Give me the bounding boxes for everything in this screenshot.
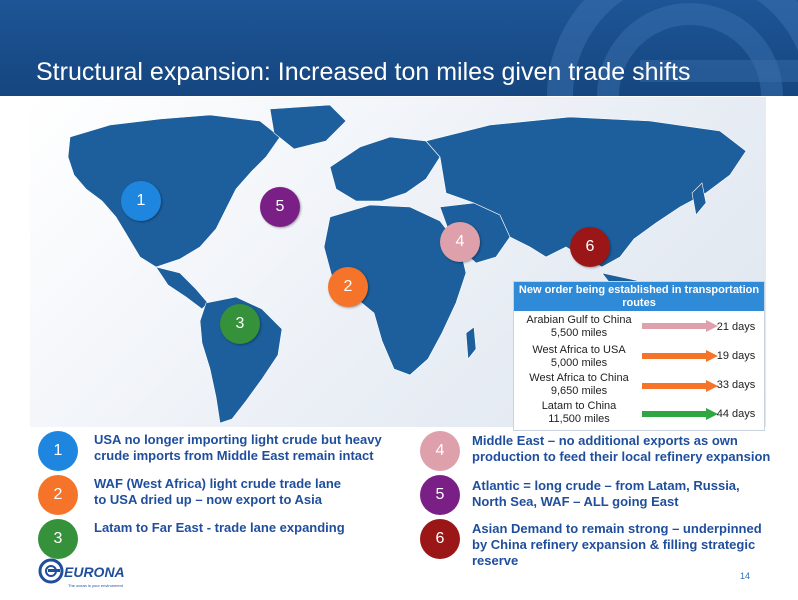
route-row-1-miles: 5,500 miles	[550, 327, 608, 339]
route-row-3-arrow-icon	[642, 380, 718, 392]
note-5-line-2: North Sea, WAF – ALL going East	[472, 494, 679, 509]
note-4-line-1: Middle East – no additional exports as o…	[472, 433, 738, 448]
note-4-number: 4	[435, 442, 445, 459]
route-row-4-days: 44 days	[716, 408, 756, 420]
note-2-text: WAF (West Africa) light crude trade lane…	[94, 476, 341, 508]
note-6-line-2: by China refinery expansion & filling st…	[472, 537, 756, 552]
europe-shape	[329, 136, 441, 202]
route-row-4-miles: 11,500 miles	[548, 413, 610, 425]
note-6-line-3: reserve	[472, 553, 519, 568]
madagascar-shape	[465, 326, 477, 360]
route-row-4-arrow-icon	[642, 408, 718, 420]
svg-text:EURONAV: EURONAV	[64, 564, 124, 580]
note-2-line-2: to USA dried up – now export to Asia	[94, 492, 322, 507]
route-row-4-name: Latam to China	[541, 400, 617, 412]
route-row-2-arrow-icon	[642, 350, 718, 362]
map-marker-2-label: 2	[343, 278, 353, 295]
note-3-badge: 3	[38, 519, 78, 559]
note-3-number: 3	[53, 530, 63, 547]
route-row-3-miles: 9,650 miles	[550, 385, 608, 397]
note-3-text: Latam to Far East - trade lane expanding	[94, 520, 345, 536]
routes-table: New order being established in transport…	[513, 281, 765, 431]
route-row-1-days: 21 days	[716, 321, 756, 333]
note-4-line-2: production to feed their local refinery …	[472, 449, 771, 464]
route-row-2-name: West Africa to USA	[532, 344, 626, 356]
world-map: 1 5 4 6 2 3	[30, 97, 766, 427]
note-2-line-1: WAF (West Africa) light crude trade lane	[94, 476, 342, 491]
map-marker-4-label: 4	[455, 233, 465, 250]
map-marker-2: 2	[328, 267, 368, 307]
note-1-badge: 1	[38, 431, 78, 471]
note-5-number: 5	[435, 486, 445, 503]
route-row-1-arrow-icon	[642, 320, 718, 332]
route-row-2-miles: 5,000 miles	[550, 357, 608, 369]
routes-table-header: New order being established in transport…	[514, 282, 764, 311]
map-marker-6: 6	[570, 227, 610, 267]
map-marker-1-label: 1	[136, 192, 146, 209]
map-marker-5-label: 5	[275, 198, 285, 215]
route-row-2-days: 19 days	[716, 350, 756, 362]
route-row-3-label: West Africa to China 9,650 miles	[518, 372, 640, 398]
map-marker-4: 4	[440, 222, 480, 262]
note-1-text: USA no longer importing light crude but …	[94, 432, 382, 464]
note-6-text: Asian Demand to remain strong – underpin…	[472, 521, 762, 569]
map-marker-3-label: 3	[235, 315, 245, 332]
note-4-badge: 4	[420, 431, 460, 471]
note-5-line-1: Atlantic = long crude – from Latam, Russ…	[472, 478, 740, 493]
greenland-shape	[269, 104, 347, 150]
note-6-line-1: Asian Demand to remain strong – underpin…	[472, 521, 762, 536]
route-row-4-label: Latam to China 11,500 miles	[518, 400, 640, 426]
route-row-3-days: 33 days	[716, 379, 756, 391]
slide-header: Structural expansion: Increased ton mile…	[0, 0, 798, 96]
route-row-2-label: West Africa to USA 5,000 miles	[518, 344, 640, 370]
asia-shape	[425, 116, 747, 268]
note-1-line-1: USA no longer importing light crude but …	[94, 432, 382, 447]
note-1-number: 1	[53, 442, 63, 459]
map-marker-1: 1	[121, 181, 161, 221]
euronav-logo: EURONAV The ocean is your environment	[38, 558, 124, 588]
map-marker-5: 5	[260, 187, 300, 227]
note-5-text: Atlantic = long crude – from Latam, Russ…	[472, 478, 740, 510]
central-america-shape	[155, 266, 209, 310]
note-3-line-1: Latam to Far East - trade lane expanding	[94, 520, 345, 535]
note-4-text: Middle East – no additional exports as o…	[472, 433, 770, 465]
note-6-badge: 6	[420, 519, 460, 559]
japan-shape	[691, 182, 707, 216]
route-row-1-label: Arabian Gulf to China 5,500 miles	[518, 314, 640, 340]
page-title: Structural expansion: Increased ton mile…	[36, 58, 691, 86]
page-number: 14	[740, 571, 751, 581]
map-marker-6-label: 6	[585, 238, 595, 255]
note-5-badge: 5	[420, 475, 460, 515]
svg-text:The ocean is your environment: The ocean is your environment	[68, 583, 124, 588]
note-6-number: 6	[435, 530, 445, 547]
note-2-number: 2	[53, 486, 63, 503]
north-america-shape	[67, 114, 281, 268]
header-logo-watermark	[547, 0, 798, 96]
route-row-3-name: West Africa to China	[529, 372, 629, 384]
world-map-graphic	[67, 104, 747, 424]
map-marker-3: 3	[220, 304, 260, 344]
note-1-line-2: crude imports from Middle East remain in…	[94, 448, 374, 463]
note-2-badge: 2	[38, 475, 78, 515]
route-row-1-name: Arabian Gulf to China	[526, 314, 632, 326]
